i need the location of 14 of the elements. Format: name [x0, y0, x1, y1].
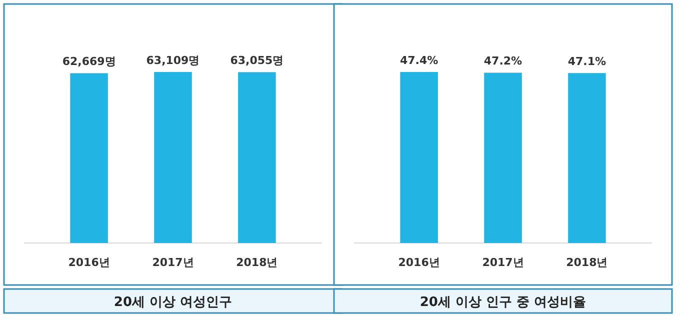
data-label: 62,669명 [62, 55, 116, 68]
data-label: 47.2% [484, 54, 522, 68]
x-tick-label: 2016년 [68, 256, 110, 269]
data-label: 47.1% [568, 55, 606, 68]
x-tick-label: 2018년 [236, 256, 278, 269]
data-label: 47.4% [400, 54, 438, 67]
x-tick-label: 2017년 [482, 256, 524, 269]
x-tick-label: 2016년 [398, 256, 440, 269]
text: 20세 이상 여성인구 [114, 295, 232, 310]
data-label: 63,055명 [230, 54, 284, 68]
x-tick-label: 2017년 [152, 256, 194, 269]
text: 20세 이상 인구 중 여성비율 [420, 295, 586, 310]
data-label: 63,109명 [146, 54, 200, 67]
x-tick-label: 2018년 [566, 256, 608, 269]
